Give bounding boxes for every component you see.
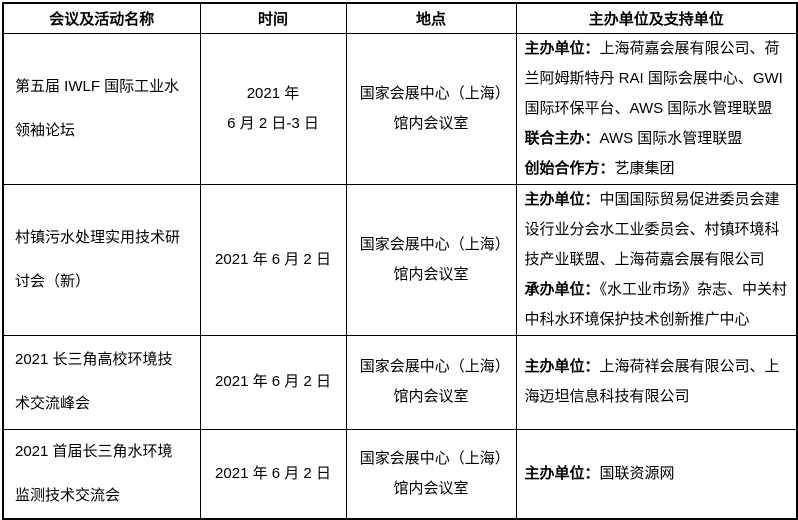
- location-cell: 国家会展中心（上海）馆内会议室: [345, 334, 517, 430]
- organizer-label: 承办单位：: [524, 280, 600, 298]
- header-location: 地点: [345, 2, 517, 34]
- organizer-text: AWS 国际水管理联盟: [599, 129, 743, 147]
- organizer-label: 联合主办：: [524, 129, 600, 147]
- organizer-line: 创始合作方：艺康集团: [525, 154, 791, 184]
- event-name-cell: 2021 长三角高校环境技术交流峰会: [2, 334, 201, 430]
- table-row: 2021 长三角高校环境技术交流峰会 2021 年 6 月 2 日 国家会展中心…: [2, 334, 798, 430]
- time-cell: 2021 年 6 月 2 日: [199, 334, 347, 430]
- organizer-cell: 主办单位：中国国际贸易促进委员会建设行业分会水工业委员会、村镇环境科技产业联盟、…: [515, 183, 798, 336]
- organizer-line: 联合主办：AWS 国际水管理联盟: [525, 124, 791, 154]
- organizer-label: 主办单位：: [524, 39, 600, 57]
- time-cell: 2021 年 6 月 2 日: [199, 428, 347, 519]
- table-row: 村镇污水处理实用技术研讨会（新） 2021 年 6 月 2 日 国家会展中心（上…: [2, 183, 798, 336]
- organizer-label: 主办单位：: [524, 358, 600, 375]
- organizer-text: 上海荷嘉会展有限公司、荷兰阿姆斯特丹 RAI 国际会展中心、GWI 国际环保平台…: [524, 39, 783, 117]
- organizer-text: 国联资源网: [599, 464, 675, 482]
- location-cell: 国家会展中心（上海）馆内会议室: [345, 428, 517, 519]
- organizer-line: 主办单位：上海荷嘉会展有限公司、荷兰阿姆斯特丹 RAI 国际会展中心、GWI 国…: [525, 34, 791, 124]
- organizer-line: 主办单位：国联资源网: [525, 459, 791, 489]
- organizer-label: 主办单位：: [524, 464, 600, 482]
- time-cell: 2021 年 6 月 2 日: [199, 183, 347, 336]
- header-organizer: 主办单位及支持单位: [515, 2, 798, 34]
- organizer-text: 艺康集团: [614, 159, 675, 177]
- organizer-line: 主办单位：上海荷祥会展有限公司、上海迈坦信息科技有限公司: [525, 352, 791, 412]
- organizer-cell: 主办单位：上海荷嘉会展有限公司、荷兰阿姆斯特丹 RAI 国际会展中心、GWI 国…: [515, 32, 798, 185]
- location-cell: 国家会展中心（上海）馆内会议室: [345, 32, 517, 185]
- organizer-label: 创始合作方：: [524, 159, 615, 177]
- event-name-cell: 第五届 IWLF 国际工业水领袖论坛: [2, 32, 201, 185]
- organizer-line: 承办单位：《水工业市场》杂志、中关村中科水环境保护技术创新推广中心: [525, 275, 791, 335]
- organizer-label: 主办单位：: [524, 190, 600, 208]
- organizer-cell: 主办单位：上海荷祥会展有限公司、上海迈坦信息科技有限公司: [515, 334, 798, 430]
- header-row: 会议及活动名称 时间 地点 主办单位及支持单位: [2, 2, 798, 34]
- organizer-text: 《水工业市场》杂志、中关村中科水环境保护技术创新推广中心: [524, 280, 788, 328]
- organizer-text: 上海荷祥会展有限公司、上海迈坦信息科技有限公司: [524, 358, 780, 405]
- table-row: 2021 首届长三角水环境监测技术交流会 2021 年 6 月 2 日 国家会展…: [2, 428, 798, 519]
- event-name-cell: 村镇污水处理实用技术研讨会（新）: [2, 183, 201, 336]
- table-row: 第五届 IWLF 国际工业水领袖论坛 2021 年 6 月 2 日-3 日 国家…: [2, 32, 798, 185]
- organizer-text: 中国国际贸易促进委员会建设行业分会水工业委员会、村镇环境科技产业联盟、上海荷嘉会…: [524, 190, 780, 268]
- location-cell: 国家会展中心（上海）馆内会议室: [345, 183, 517, 336]
- organizer-line: 主办单位：中国国际贸易促进委员会建设行业分会水工业委员会、村镇环境科技产业联盟、…: [525, 185, 791, 275]
- time-cell: 2021 年 6 月 2 日-3 日: [199, 32, 347, 185]
- organizer-cell: 主办单位：国联资源网: [515, 428, 798, 519]
- header-time: 时间: [199, 2, 347, 34]
- header-event-name: 会议及活动名称: [2, 2, 201, 34]
- event-name-cell: 2021 首届长三角水环境监测技术交流会: [2, 428, 201, 519]
